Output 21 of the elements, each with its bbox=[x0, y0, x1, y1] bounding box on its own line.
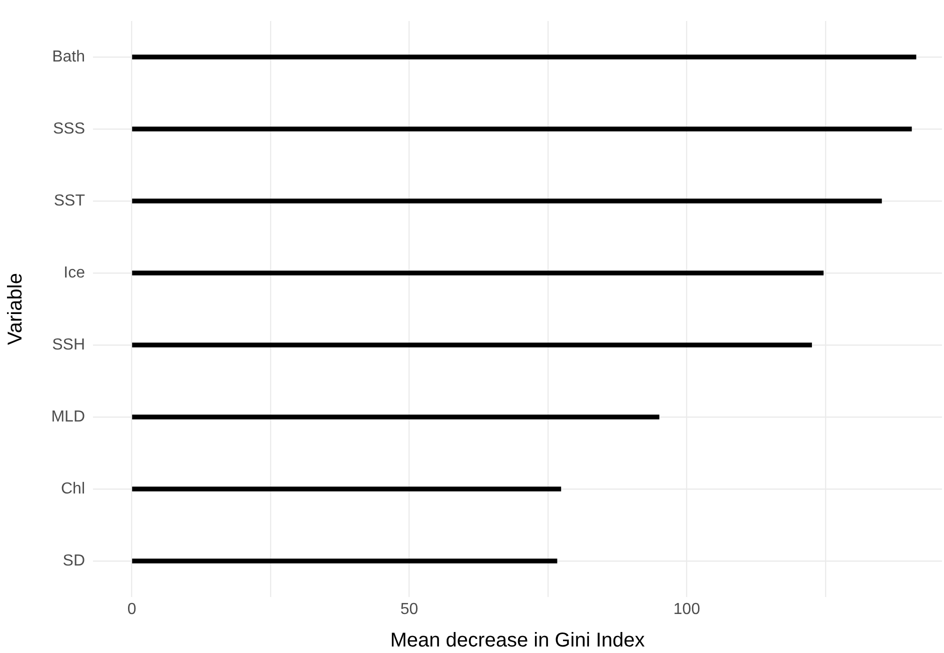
y-tick-label: Chl bbox=[60, 480, 85, 498]
x-tick-label: 50 bbox=[400, 601, 418, 618]
bar bbox=[132, 486, 562, 492]
y-tick-label: SSS bbox=[52, 120, 85, 138]
x-tick-label: 0 bbox=[127, 601, 136, 618]
y-axis-title: Variable bbox=[4, 273, 27, 345]
y-tick-label: MLD bbox=[51, 408, 85, 426]
bar bbox=[132, 414, 660, 420]
bar bbox=[132, 54, 916, 60]
bar bbox=[132, 126, 912, 132]
bar bbox=[132, 270, 824, 276]
y-tick-label: Bath bbox=[52, 48, 85, 66]
y-tick-label: SSH bbox=[52, 336, 85, 354]
x-tick-label: 100 bbox=[673, 601, 700, 618]
y-tick-label: Ice bbox=[64, 264, 86, 282]
bar bbox=[132, 558, 558, 564]
x-axis-title: Mean decrease in Gini Index bbox=[390, 630, 645, 652]
y-tick-label: SST bbox=[54, 192, 86, 210]
bar bbox=[132, 198, 882, 204]
y-tick-label: SD bbox=[62, 552, 85, 570]
bar bbox=[132, 342, 812, 348]
